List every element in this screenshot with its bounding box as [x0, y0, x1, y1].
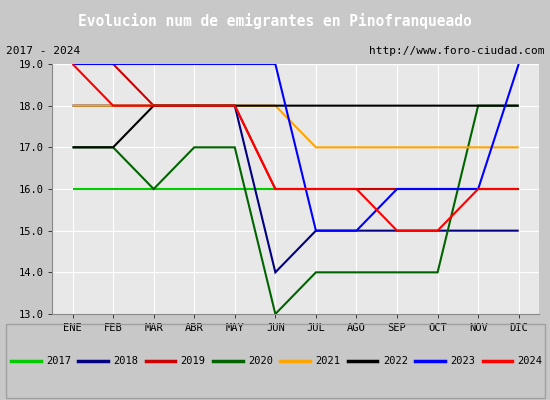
- Text: 2023: 2023: [450, 356, 475, 366]
- Text: 2021: 2021: [315, 356, 340, 366]
- Text: 2019: 2019: [180, 356, 206, 366]
- Text: 2022: 2022: [383, 356, 408, 366]
- Text: 2024: 2024: [518, 356, 542, 366]
- Text: 2020: 2020: [248, 356, 273, 366]
- Text: 2017: 2017: [46, 356, 71, 366]
- Text: 2018: 2018: [113, 356, 138, 366]
- Text: http://www.foro-ciudad.com: http://www.foro-ciudad.com: [369, 46, 544, 56]
- Text: 2017 - 2024: 2017 - 2024: [6, 46, 80, 56]
- Text: Evolucion num de emigrantes en Pinofranqueado: Evolucion num de emigrantes en Pinofranq…: [78, 13, 472, 29]
